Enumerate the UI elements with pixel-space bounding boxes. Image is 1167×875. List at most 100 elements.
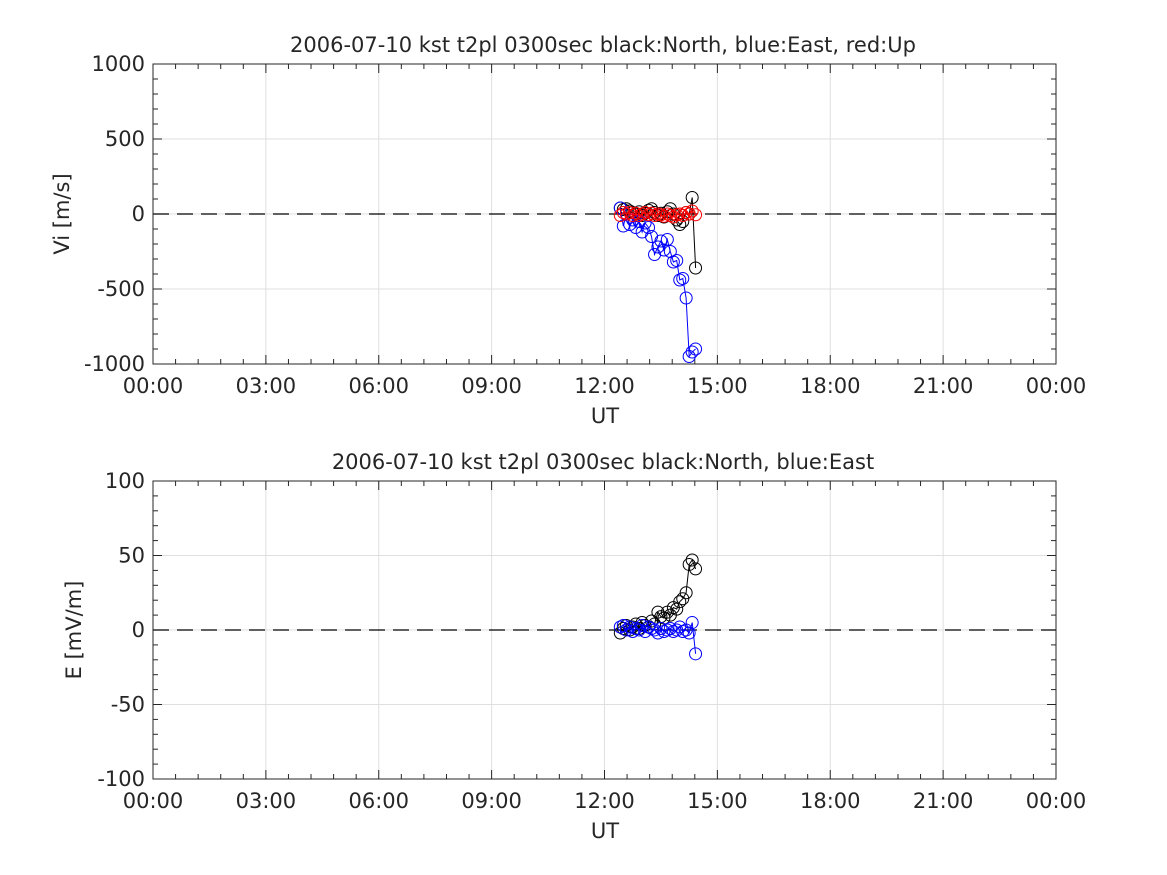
x-tick-label: 15:00	[687, 789, 748, 813]
point-up	[626, 209, 640, 222]
point-up	[635, 207, 649, 221]
axes-box	[152, 480, 1057, 780]
point-east	[616, 619, 630, 633]
point-east	[635, 619, 649, 633]
point-east	[654, 622, 668, 636]
point-east	[632, 623, 646, 637]
point-east	[663, 622, 677, 636]
y-tick-label: -500	[97, 277, 145, 301]
point-east	[648, 623, 662, 637]
point-up	[629, 206, 643, 220]
x-tick-label: 09:00	[461, 374, 522, 398]
x-tick-label: 18:00	[800, 374, 861, 398]
data-layer	[613, 191, 703, 363]
point-east	[654, 234, 668, 248]
x-tick-label: 12:00	[574, 374, 635, 398]
point-east	[670, 254, 684, 267]
panel-electric-field: 2006-07-10 kst t2pl 0300sec black:North,…	[62, 450, 1086, 843]
x-tick-label: 21:00	[913, 789, 974, 813]
x-tick-label: 09:00	[461, 789, 522, 813]
point-up	[689, 208, 703, 222]
point-east	[670, 623, 684, 637]
y-tick-label: 0	[132, 202, 145, 226]
y-tick-label: -50	[111, 693, 145, 717]
x-tick-label: 15:00	[687, 374, 748, 398]
point-east	[642, 620, 656, 634]
point-up	[657, 209, 671, 223]
x-tick-label: 06:00	[348, 374, 409, 398]
point-north	[679, 586, 693, 600]
x-tick-label: 06:00	[348, 789, 409, 813]
point-up	[673, 207, 687, 221]
point-east	[689, 647, 703, 661]
point-east	[660, 623, 674, 637]
point-east	[623, 620, 637, 634]
x-tick-label: 18:00	[800, 789, 861, 813]
point-north	[682, 557, 696, 571]
point-east	[663, 245, 677, 258]
panel-velocity: 2006-07-10 kst t2pl 0300sec black:North,…	[50, 33, 1086, 428]
point-north	[657, 611, 671, 625]
point-east	[642, 221, 656, 234]
point-north	[670, 602, 684, 616]
y-axis-label: E [mV/m]	[62, 581, 86, 680]
point-up	[638, 206, 652, 219]
point-east	[645, 622, 659, 636]
point-north	[685, 553, 699, 567]
point-up	[679, 206, 693, 219]
point-up	[685, 204, 699, 218]
series-line-east	[619, 207, 696, 359]
point-east	[616, 219, 630, 233]
point-east	[676, 272, 690, 285]
point-east	[682, 350, 696, 363]
y-tick-label: -1000	[84, 352, 145, 376]
point-east	[685, 345, 699, 359]
point-east	[673, 273, 687, 287]
point-east	[613, 620, 627, 634]
y-tick-label: 1000	[92, 52, 145, 76]
point-up	[682, 207, 696, 221]
y-tick-label: 50	[118, 544, 145, 568]
y-tick-label: 100	[105, 469, 145, 493]
x-axis-label: UT	[591, 819, 619, 843]
point-east	[638, 624, 652, 638]
point-up	[654, 208, 668, 222]
point-north	[673, 218, 687, 231]
x-tick-label: 03:00	[236, 374, 297, 398]
point-north	[689, 562, 703, 576]
point-east	[673, 620, 687, 634]
point-up	[623, 206, 637, 219]
x-tick-label: 12:00	[574, 789, 635, 813]
chart-title: 2006-07-10 kst t2pl 0300sec black:North,…	[332, 450, 874, 474]
point-east	[660, 233, 674, 246]
point-up	[666, 210, 680, 224]
chart-title: 2006-07-10 kst t2pl 0300sec black:North,…	[290, 33, 916, 57]
point-north	[673, 595, 687, 609]
x-tick-label: 00:00	[123, 374, 184, 398]
data-layer	[613, 553, 703, 661]
x-tick-label: 00:00	[123, 789, 184, 813]
point-north	[685, 191, 699, 204]
x-tick-label: 00:00	[1026, 374, 1087, 398]
point-east	[651, 626, 665, 640]
point-east	[685, 616, 699, 630]
point-up	[632, 209, 646, 222]
series-line-north	[619, 558, 697, 634]
point-north	[689, 261, 703, 275]
y-tick-label: 500	[105, 127, 145, 151]
point-up	[645, 206, 659, 220]
y-tick-label: 0	[132, 618, 145, 642]
y-tick-label: -100	[97, 767, 145, 791]
point-east	[682, 626, 696, 640]
point-east	[679, 291, 693, 305]
point-east	[689, 342, 703, 356]
x-tick-label: 00:00	[1026, 789, 1087, 813]
point-north	[676, 592, 690, 606]
x-tick-label: 21:00	[913, 374, 974, 398]
y-axis-label: Vi [m/s]	[50, 173, 74, 254]
x-tick-label: 03:00	[236, 789, 297, 813]
axes-box	[152, 63, 1057, 365]
point-east	[619, 623, 633, 637]
point-east	[651, 240, 665, 254]
